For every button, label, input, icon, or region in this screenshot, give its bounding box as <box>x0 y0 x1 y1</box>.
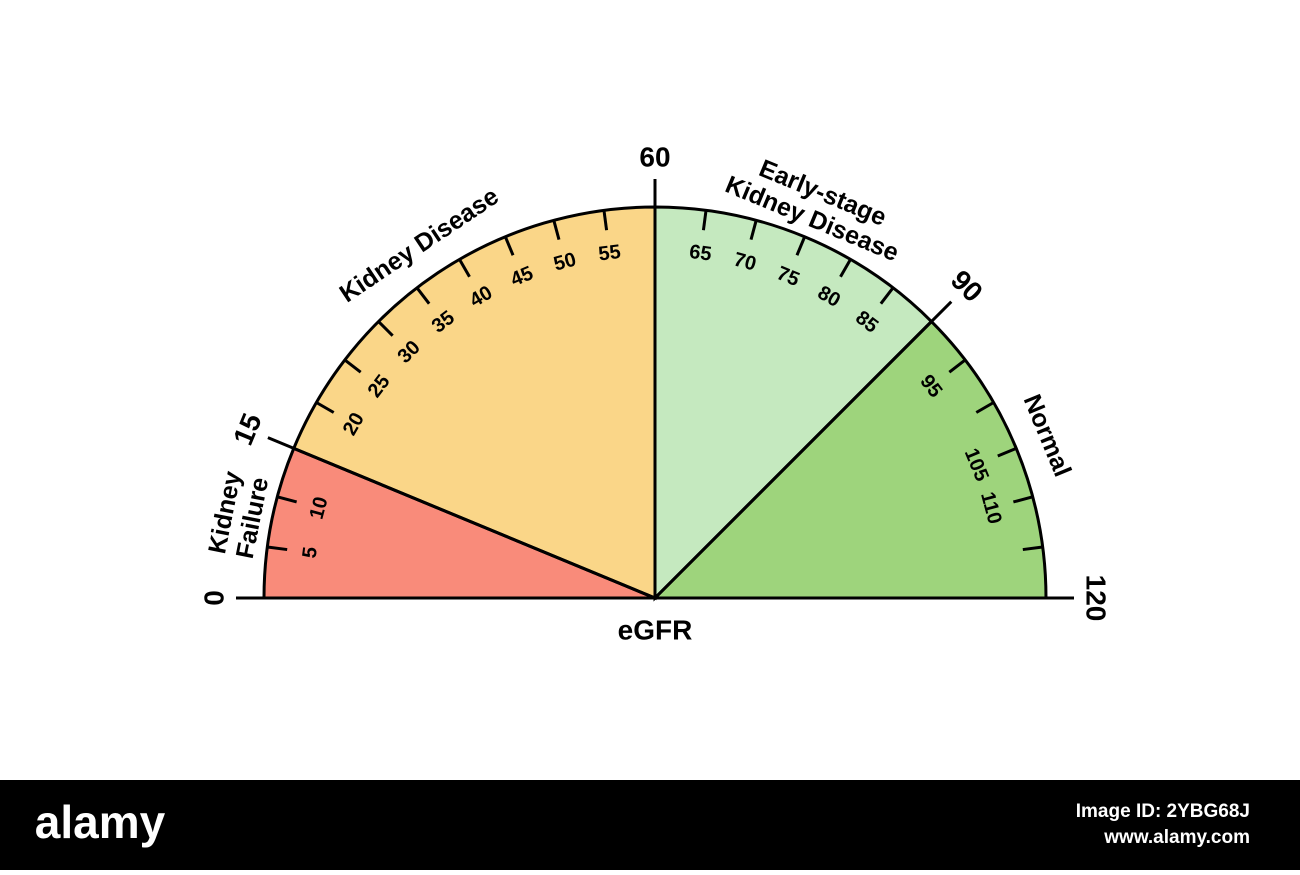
minor-tick <box>552 219 561 241</box>
minor-tick <box>377 320 394 337</box>
major-tick-label: 90 <box>945 264 989 308</box>
minor-tick <box>948 358 967 374</box>
minor-tick <box>1012 495 1034 504</box>
major-tick-label: 15 <box>227 409 268 450</box>
minor-tick <box>997 446 1017 458</box>
minor-tick <box>602 210 609 231</box>
major-tick-label: 60 <box>639 141 670 172</box>
minor-tick <box>276 495 298 504</box>
chart-title: eGFR <box>618 614 693 645</box>
minor-tick <box>749 219 758 241</box>
minor-tick-label: 5 <box>299 546 322 560</box>
segment-label: Normal <box>1018 390 1077 480</box>
minor-tick <box>267 545 288 552</box>
minor-tick <box>975 401 995 414</box>
gauge-segment <box>262 446 656 600</box>
minor-tick-label: 65 <box>688 241 713 266</box>
minor-tick <box>343 358 362 374</box>
gauge-segment <box>291 205 657 601</box>
minor-tick <box>839 258 852 278</box>
minor-tick <box>1022 545 1043 552</box>
minor-tick <box>879 286 895 305</box>
footer-image-id: Image ID: 2YBG68J <box>1076 801 1250 822</box>
minor-tick-label: 55 <box>597 241 622 266</box>
minor-tick <box>503 236 515 256</box>
major-tick <box>267 436 656 600</box>
minor-tick <box>315 401 335 414</box>
major-tick-label: 0 <box>198 590 229 606</box>
minor-tick <box>458 258 471 278</box>
major-tick-label: 120 <box>1081 575 1112 622</box>
minor-tick <box>701 210 708 231</box>
footer-url: www.alamy.com <box>1103 827 1250 848</box>
minor-tick <box>415 286 431 305</box>
footer-logo: alamy <box>35 796 166 848</box>
minor-tick <box>795 236 807 256</box>
footer-bar <box>0 780 1300 870</box>
major-tick <box>653 300 953 600</box>
